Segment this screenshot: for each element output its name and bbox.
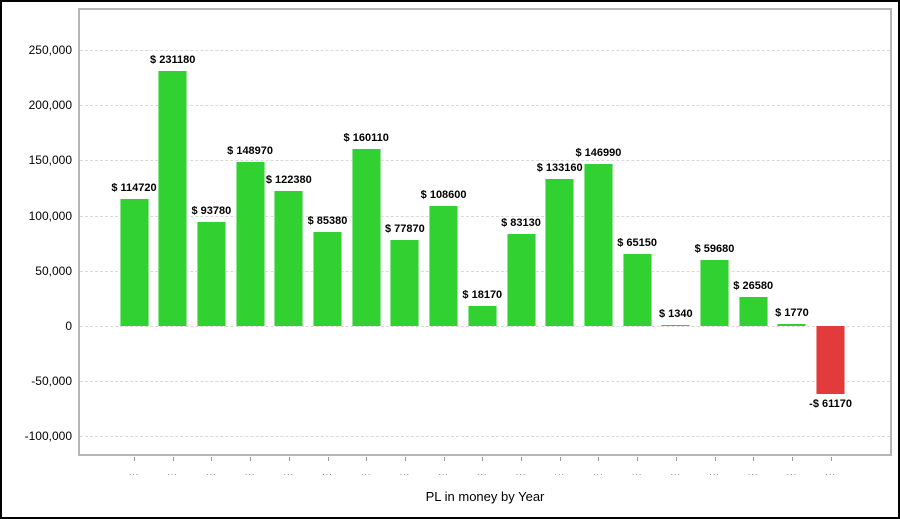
x-axis-tick xyxy=(753,457,755,461)
x-tick-label: ... xyxy=(709,467,720,477)
x-axis-title: PL in money by Year xyxy=(425,489,545,504)
x-axis-tick xyxy=(172,457,174,461)
x-tick-label: ... xyxy=(670,467,682,477)
x-tick-label: ... xyxy=(399,467,411,477)
x-tick-label: ... xyxy=(786,467,798,477)
x-tick-label: ... xyxy=(631,467,643,477)
y-tick-label: 0 xyxy=(65,319,72,333)
plot-area xyxy=(78,8,892,456)
x-tick-label: ... xyxy=(438,467,449,477)
x-tick-label: ... xyxy=(515,467,527,477)
gridline xyxy=(80,160,890,162)
x-tick-label: ... xyxy=(283,467,295,477)
x-tick-label: ... xyxy=(322,467,333,477)
positive-bar xyxy=(313,231,342,326)
gridline xyxy=(80,270,890,272)
bar-value-label: $ 18170 xyxy=(462,288,503,301)
x-tick-label: ... xyxy=(128,467,140,477)
x-axis-tick xyxy=(288,457,290,461)
positive-bar xyxy=(506,234,536,326)
y-tick-label: 150,000 xyxy=(28,153,72,168)
gridline xyxy=(80,326,890,327)
bar-value-label: -$ 61170 xyxy=(809,397,853,410)
positive-bar xyxy=(274,190,304,326)
x-axis-tick xyxy=(675,457,677,461)
x-axis-tick xyxy=(327,457,329,461)
y-tick-label: -50,000 xyxy=(31,374,72,389)
gridline xyxy=(80,215,890,217)
positive-bar xyxy=(467,305,497,326)
y-tick-label: -100,000 xyxy=(24,429,72,444)
bar-value-label: $ 122380 xyxy=(265,173,312,186)
x-axis-tick xyxy=(521,457,522,461)
x-axis-tick xyxy=(404,457,406,461)
y-tick-label: 50,000 xyxy=(35,263,72,278)
bar-value-label: $ 65150 xyxy=(617,237,657,250)
bar-value-label: $ 77870 xyxy=(385,223,425,236)
x-axis-tick xyxy=(443,457,445,461)
bar-value-label: $ 85380 xyxy=(307,214,348,227)
bar-value-label: $ 1770 xyxy=(775,307,809,320)
x-axis-tick xyxy=(211,457,213,461)
positive-bar xyxy=(119,199,149,326)
x-axis-tick xyxy=(637,457,639,461)
x-tick-label: ... xyxy=(593,467,604,477)
x-axis-tick xyxy=(366,457,368,461)
x-axis-tick xyxy=(830,457,832,461)
bar-value-label: $ 114720 xyxy=(111,182,157,195)
positive-bar xyxy=(158,70,188,326)
positive-bar xyxy=(429,206,459,326)
x-tick-label: ... xyxy=(244,467,256,477)
bar-value-label: $ 160110 xyxy=(343,132,389,145)
x-axis-tick xyxy=(559,457,561,461)
bar-value-label: $ 133160 xyxy=(536,161,583,174)
positive-bar xyxy=(777,324,807,326)
gridline xyxy=(80,381,890,383)
positive-bar xyxy=(196,222,226,326)
bar-value-label: $ 231180 xyxy=(150,53,196,66)
positive-bar xyxy=(583,163,613,326)
x-axis-tick xyxy=(482,457,484,461)
positive-bar xyxy=(351,149,381,326)
x-axis-tick xyxy=(250,457,252,461)
negative-bar xyxy=(816,326,846,394)
positive-bar xyxy=(390,240,420,326)
x-axis-tick xyxy=(134,457,135,461)
x-tick-label: ... xyxy=(206,467,217,477)
bar-value-label: $ 26580 xyxy=(733,279,774,292)
positive-bar xyxy=(235,161,265,326)
x-tick-label: ... xyxy=(747,467,759,477)
x-tick-label: ... xyxy=(477,467,488,477)
gridline xyxy=(80,105,890,107)
y-tick-label: 250,000 xyxy=(28,43,72,57)
bar-value-label: $ 93780 xyxy=(191,205,232,218)
x-axis-tick xyxy=(598,457,600,461)
positive-bar xyxy=(622,254,652,326)
y-tick-label: 100,000 xyxy=(28,208,72,223)
x-axis-tick xyxy=(714,457,716,461)
bar-value-label: $ 1340 xyxy=(658,307,693,320)
positive-bar xyxy=(545,178,575,326)
bar-value-label: $ 146990 xyxy=(575,146,622,159)
x-tick-label: ... xyxy=(360,467,372,477)
x-tick-label: ... xyxy=(167,467,178,477)
x-tick-label: ... xyxy=(825,467,836,477)
bar-value-label: $ 59680 xyxy=(694,243,735,256)
positive-bar xyxy=(700,260,729,326)
gridline xyxy=(80,50,890,51)
x-axis-tick xyxy=(791,457,793,461)
bar-value-label: $ 148970 xyxy=(227,144,274,157)
positive-bar xyxy=(738,296,768,326)
x-tick-label: ... xyxy=(554,467,565,477)
bar-value-label: $ 108600 xyxy=(420,189,467,202)
y-tick-label: 200,000 xyxy=(28,98,72,113)
bar-value-label: $ 83130 xyxy=(501,217,541,230)
gridline xyxy=(80,436,890,438)
positive-bar xyxy=(661,324,691,327)
